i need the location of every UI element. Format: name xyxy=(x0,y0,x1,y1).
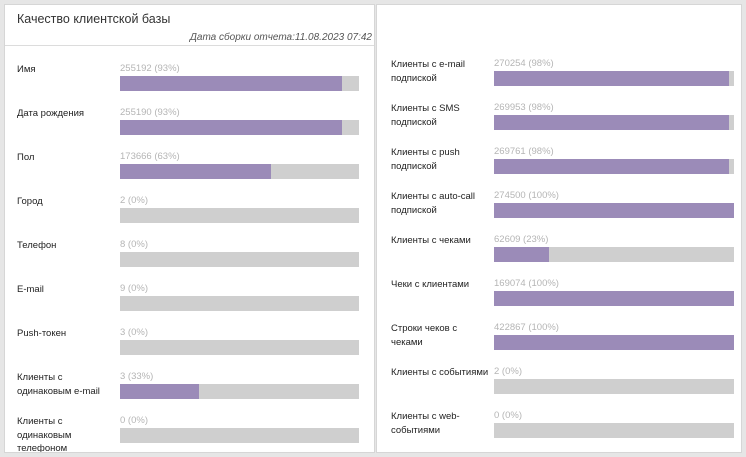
metric-row: E-mail 9 (0%) xyxy=(17,283,362,323)
progress-fill xyxy=(494,159,730,174)
progress-bar xyxy=(494,379,734,394)
progress-bar xyxy=(120,428,359,443)
progress-fill xyxy=(494,203,734,218)
metric-value: 2 (0%) xyxy=(120,195,148,206)
metric-value: 0 (0%) xyxy=(494,410,522,421)
metric-label: Клиенты с push подпиской xyxy=(391,147,460,172)
subscription-quality-panel: Клиенты с e-mail подпиской 270254 (98%) Кл… xyxy=(376,4,742,453)
metric-value: 269953 (98%) xyxy=(494,102,554,113)
progress-bar xyxy=(494,423,734,438)
metric-value: 274500 (100%) xyxy=(494,190,559,201)
metric-row: Push-токен 3 (0%) xyxy=(17,327,362,367)
metric-label: Строки чеков с чеками xyxy=(391,323,458,348)
metric-label: Имя xyxy=(17,64,36,75)
metric-row: Клиенты с SMS подпиской 269953 (98%) xyxy=(391,102,741,142)
metric-value: 3 (33%) xyxy=(120,371,154,382)
progress-fill xyxy=(494,247,550,262)
metric-value: 255190 (93%) xyxy=(120,107,180,118)
metric-value: 255192 (93%) xyxy=(120,63,180,74)
metric-value: 422867 (100%) xyxy=(494,322,559,333)
metric-label: Клиенты с auto-call подпиской xyxy=(391,191,476,216)
progress-bar xyxy=(120,296,359,311)
progress-bar xyxy=(494,291,734,306)
progress-fill xyxy=(494,115,730,130)
metric-row: Клиенты с одинаковым телефоном 0 (0%) xyxy=(17,415,362,453)
metric-row: Город 2 (0%) xyxy=(17,195,362,235)
progress-bar xyxy=(120,120,359,135)
metric-label: Клиенты с web-событиями xyxy=(391,411,460,436)
metric-row: Клиенты с web-событиями 0 (0%) xyxy=(391,410,741,450)
metric-row: Клиенты с событиями 2 (0%) xyxy=(391,366,741,406)
progress-fill xyxy=(494,335,734,350)
progress-fill xyxy=(494,291,734,306)
progress-bar xyxy=(120,164,359,179)
metric-label: Чеки с клиентами xyxy=(391,279,470,290)
metric-row: Клиенты с одинаковым e-mail 3 (33%) xyxy=(17,371,362,411)
progress-fill xyxy=(120,120,343,135)
metric-label: Город xyxy=(17,196,43,207)
metric-label: Клиенты с одинаковым e-mail xyxy=(17,372,100,397)
metric-value: 173666 (63%) xyxy=(120,151,180,162)
metric-row: Клиенты с auto-call подпиской 274500 (100… xyxy=(391,190,741,230)
progress-bar xyxy=(120,340,359,355)
report-date: Дата сборки отчета:11.08.2023 07:42 xyxy=(189,32,372,43)
progress-fill xyxy=(120,76,343,91)
metric-value: 169074 (100%) xyxy=(494,278,559,289)
metric-label: E-mail xyxy=(17,284,44,295)
metric-value: 8 (0%) xyxy=(120,239,148,250)
metric-row: Телефон 8 (0%) xyxy=(17,239,362,279)
metric-value: 9 (0%) xyxy=(120,283,148,294)
progress-bar xyxy=(494,247,734,262)
progress-bar xyxy=(494,159,734,174)
metric-label: Клиенты с чеками xyxy=(391,235,471,246)
metric-row: Строки чеков с чеками 422867 (100%) xyxy=(391,322,741,362)
metric-value: 270254 (98%) xyxy=(494,58,554,69)
progress-fill xyxy=(494,71,730,86)
progress-fill xyxy=(120,384,199,399)
metric-row: Клиенты с e-mail подпиской 270254 (98%) xyxy=(391,58,741,98)
metric-label: Пол xyxy=(17,152,35,163)
metric-value: 2 (0%) xyxy=(494,366,522,377)
client-quality-panel: Качество клиентской базы Дата сборки отч… xyxy=(4,4,375,453)
metric-row: Дата рождения 255190 (93%) xyxy=(17,107,362,147)
progress-bar xyxy=(120,208,359,223)
progress-fill xyxy=(120,164,271,179)
page-title: Качество клиентской базы xyxy=(17,12,171,26)
metric-label: Клиенты с событиями xyxy=(391,367,489,378)
metric-label: Push-токен xyxy=(17,328,67,339)
metric-value: 62609 (23%) xyxy=(494,234,549,245)
progress-bar xyxy=(120,76,359,91)
metric-label: Телефон xyxy=(17,240,57,251)
metric-value: 269761 (98%) xyxy=(494,146,554,157)
metric-label: Дата рождения xyxy=(17,108,85,119)
metric-label: Клиенты с SMS подпиской xyxy=(391,103,460,128)
metric-label: Клиенты с e-mail подпиской xyxy=(391,59,465,84)
progress-bar xyxy=(494,71,734,86)
progress-bar xyxy=(120,384,359,399)
metric-row: Чеки с клиентами 169074 (100%) xyxy=(391,278,741,318)
metric-row: Клиенты с чеками 62609 (23%) xyxy=(391,234,741,274)
metric-row: Пол 173666 (63%) xyxy=(17,151,362,191)
metric-label: Клиенты с одинаковым телефоном xyxy=(17,416,72,453)
progress-bar xyxy=(120,252,359,267)
metric-value: 3 (0%) xyxy=(120,327,148,338)
progress-bar xyxy=(494,203,734,218)
progress-bar xyxy=(494,115,734,130)
metric-row: Имя 255192 (93%) xyxy=(17,63,362,103)
metric-row: Клиенты с push подпиской 269761 (98%) xyxy=(391,146,741,186)
progress-bar xyxy=(494,335,734,350)
metric-value: 0 (0%) xyxy=(120,415,148,426)
header-divider xyxy=(5,45,374,46)
